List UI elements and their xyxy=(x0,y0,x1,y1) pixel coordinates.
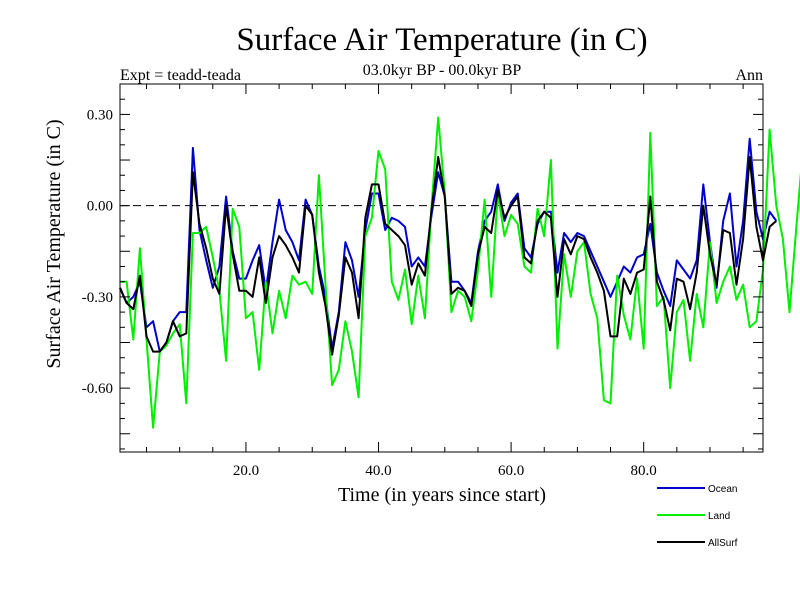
x-tick-label: 80.0 xyxy=(631,463,657,479)
x-tick-label: 60.0 xyxy=(498,463,524,479)
y-tick-label: -0.60 xyxy=(82,381,113,397)
legend-label-allsurf: AllSurf xyxy=(708,538,738,549)
chart-subtitle: 03.0kyr BP - 00.0kyr BP xyxy=(363,62,522,79)
series-line-allsurf xyxy=(119,156,777,356)
period-label: Ann xyxy=(735,67,763,84)
x-axis-label: Time (in years since start) xyxy=(338,484,546,506)
legend-label-ocean: Ocean xyxy=(708,484,737,495)
expt-label: Expt = teadd-teada xyxy=(120,67,241,84)
x-tick-label: 40.0 xyxy=(365,463,391,479)
x-tick-label: 20.0 xyxy=(233,463,259,479)
series-line-land xyxy=(120,116,800,429)
legend: Ocean Land AllSurf xyxy=(657,484,738,549)
legend-label-land: Land xyxy=(708,511,730,522)
chart-title: Surface Air Temperature (in C) xyxy=(236,22,647,58)
plot-frame xyxy=(119,83,764,453)
y-axis-label: Surface Air Temperature (in C) xyxy=(43,119,65,368)
y-tick-label: 0.30 xyxy=(87,107,113,123)
y-tick-label: 0.00 xyxy=(87,199,113,215)
y-tick-label: -0.30 xyxy=(82,290,113,306)
